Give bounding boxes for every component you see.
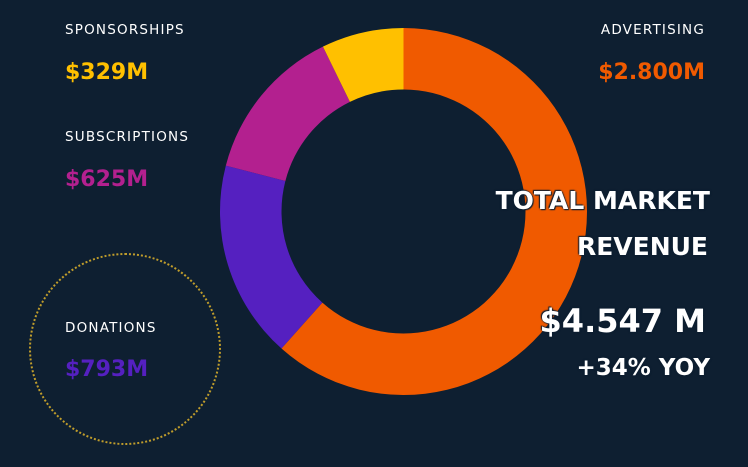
donut-slice-advertising	[281, 28, 587, 396]
legend-label-subscriptions: SUBSCRIPTIONS	[65, 129, 190, 145]
legend-value-subscriptions: $625M	[65, 167, 149, 192]
growth-value: +34% YOY	[576, 355, 710, 381]
legend-value-sponsorships: $329M	[65, 60, 149, 85]
highlight-dotted-circle	[29, 253, 221, 445]
donut-slice-sponsorships	[322, 28, 404, 102]
legend-label-advertising: ADVERTISING	[600, 22, 705, 38]
total-value: $4.547 M	[539, 302, 706, 340]
legend-value-advertising: $2.800M	[598, 60, 705, 85]
donut-slice-donations	[219, 165, 323, 349]
legend-label-donations: DONATIONS	[65, 320, 157, 336]
total-title-line1: TOTAL MARKET	[495, 186, 710, 215]
legend-value-donations: $793M	[65, 357, 149, 382]
total-title-line2: REVENUE	[576, 232, 708, 261]
legend-label-sponsorships: SPONSORSHIPS	[65, 22, 185, 38]
donut-slice-subscriptions	[225, 46, 350, 182]
